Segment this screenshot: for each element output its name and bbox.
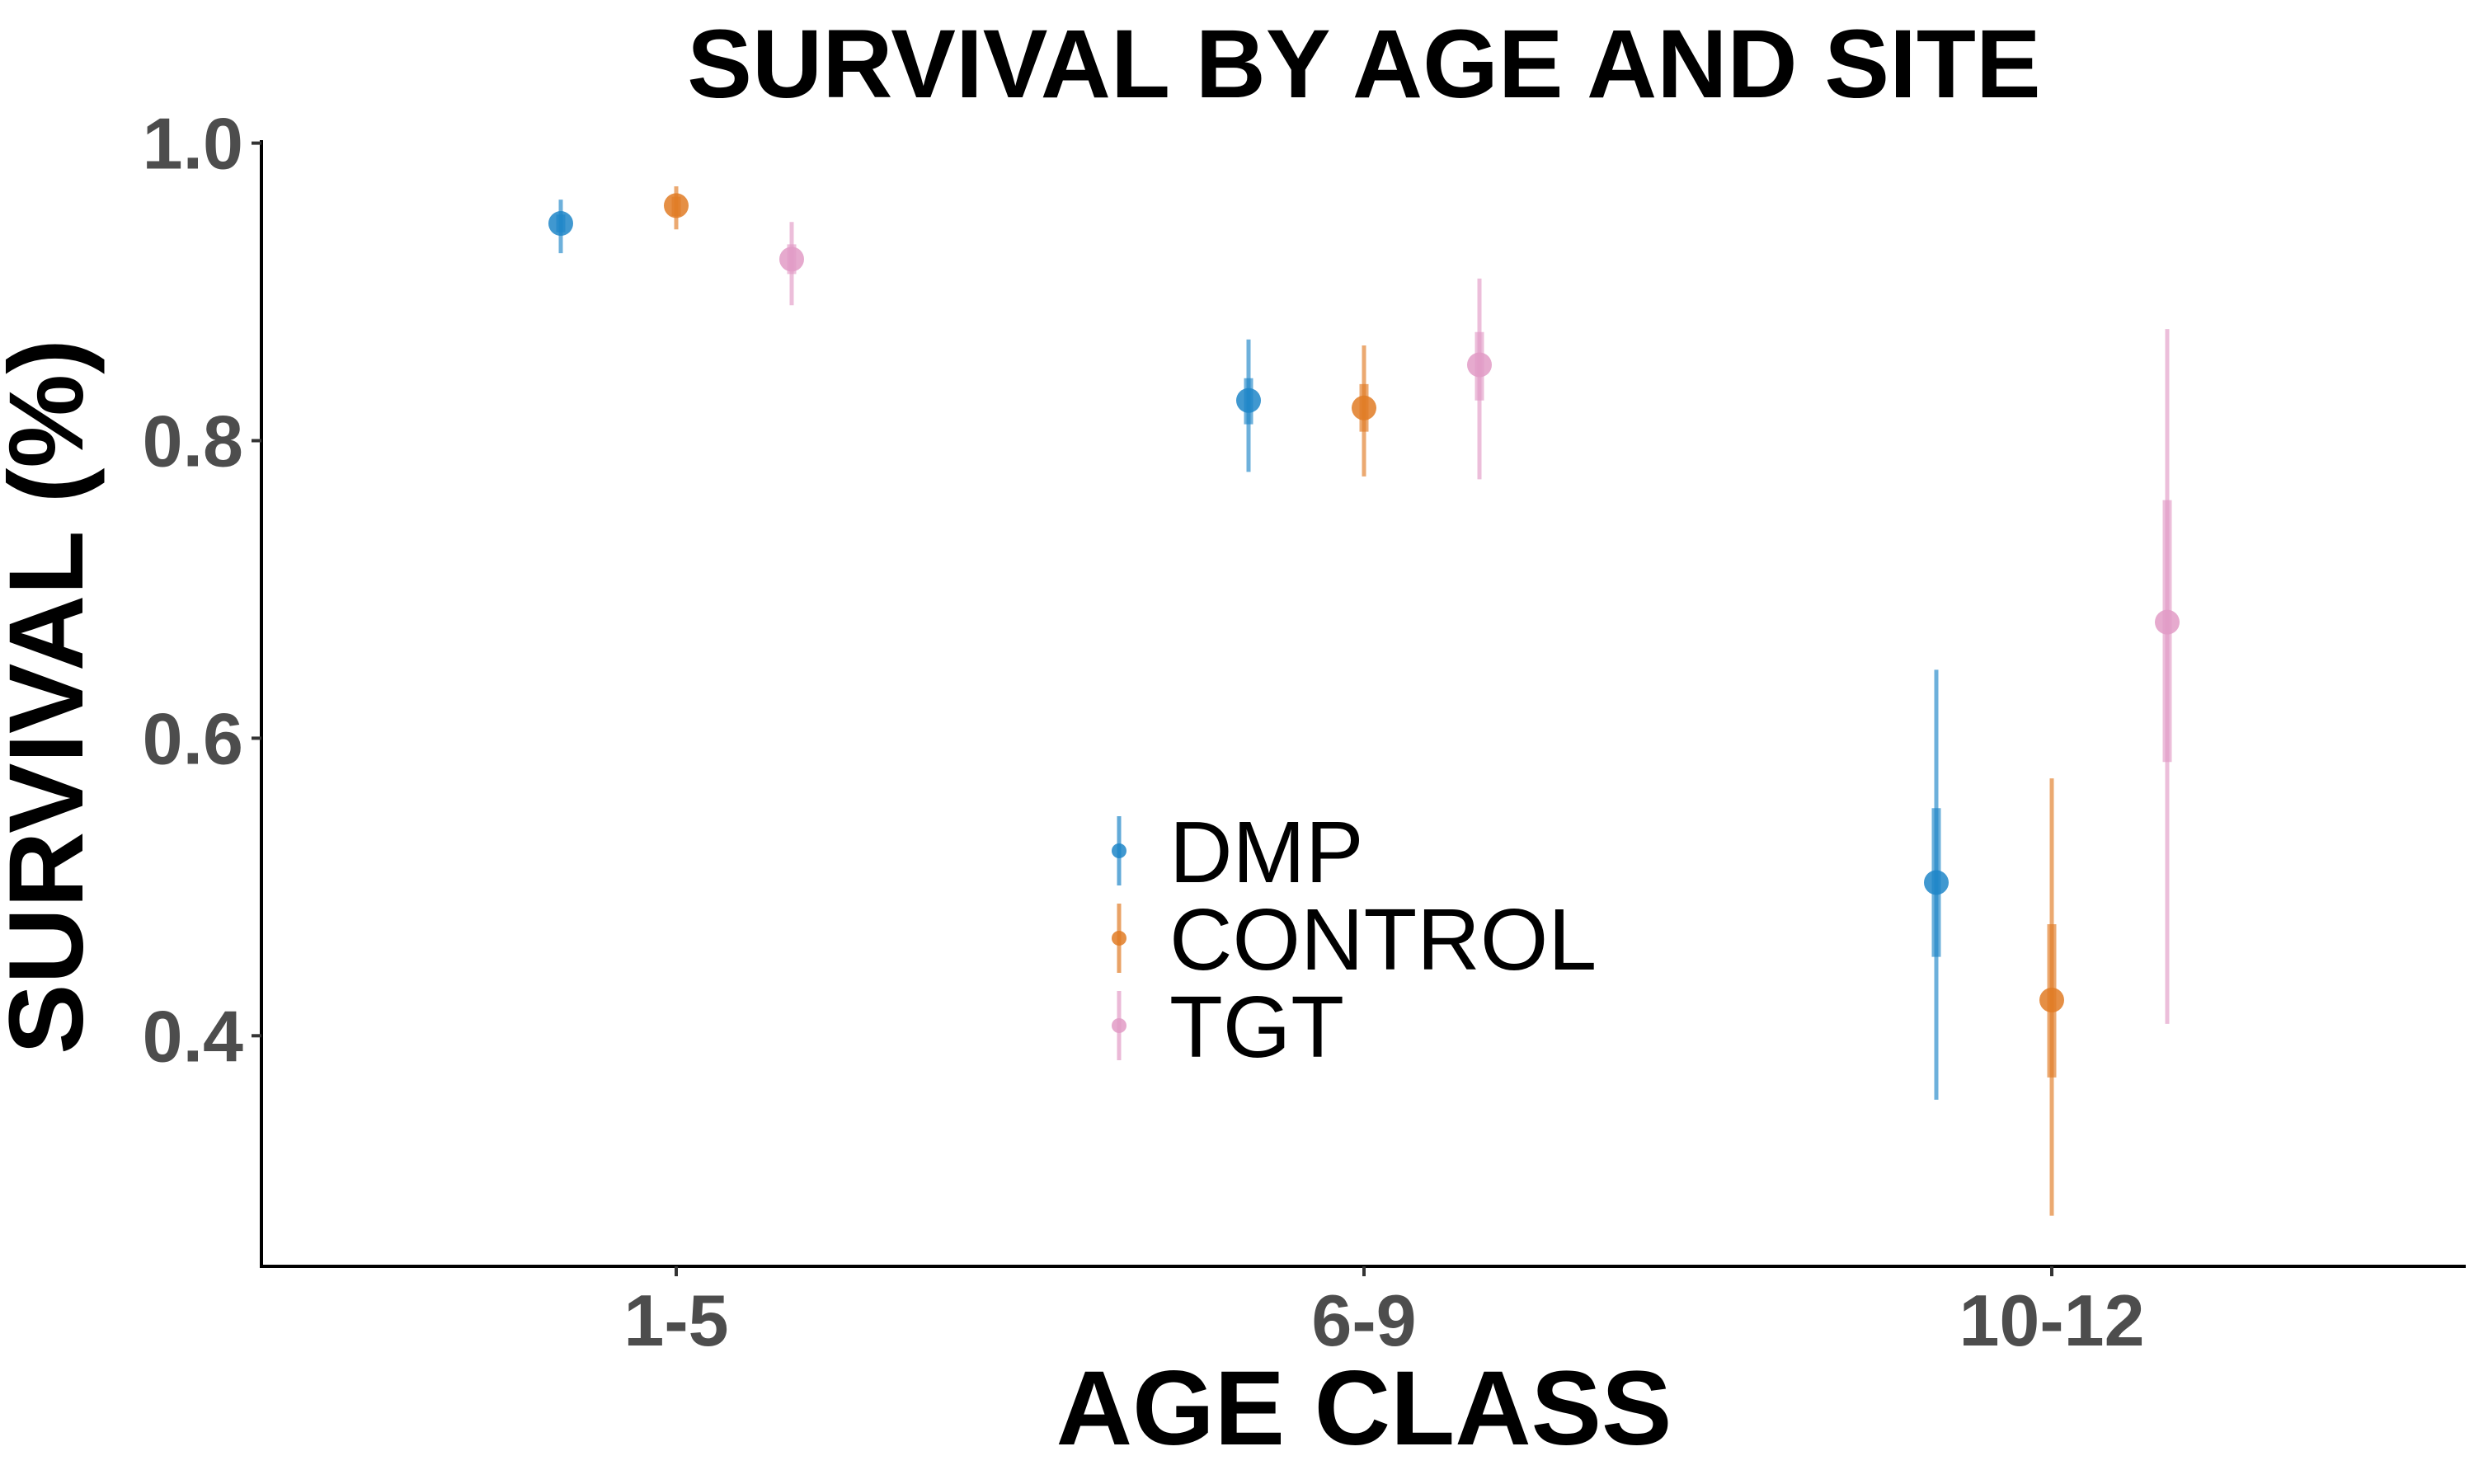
legend-key-point bbox=[1112, 843, 1126, 858]
point-estimate bbox=[664, 193, 689, 218]
legend-label: TGT bbox=[1169, 979, 1344, 1076]
y-axis-title: SURVIVAL (%) bbox=[0, 339, 106, 1054]
point-control-1-5 bbox=[664, 186, 689, 230]
point-estimate bbox=[548, 211, 573, 237]
y-tick-label: 0.8 bbox=[143, 401, 243, 482]
point-tgt-6-9 bbox=[1467, 278, 1492, 480]
point-dmp-6-9 bbox=[1236, 339, 1261, 472]
x-tick-label: 10-12 bbox=[1959, 1280, 2144, 1361]
legend-item-tgt: TGT bbox=[1112, 979, 1344, 1076]
y-tick-label: 0.6 bbox=[143, 697, 243, 779]
point-control-10-12 bbox=[2039, 778, 2064, 1216]
point-estimate bbox=[1467, 352, 1492, 378]
legend-label: CONTROL bbox=[1169, 891, 1597, 989]
x-tick-label: 1-5 bbox=[623, 1280, 728, 1361]
point-estimate bbox=[2039, 987, 2064, 1012]
point-estimate bbox=[1352, 395, 1376, 420]
point-estimate bbox=[1236, 387, 1261, 413]
x-axis-ticks: 1-5 6-9 10-12 bbox=[623, 1266, 2145, 1361]
point-dmp-10-12 bbox=[1924, 669, 1949, 1100]
x-tick-label: 6-9 bbox=[1311, 1280, 1416, 1361]
point-tgt-1-5 bbox=[779, 222, 804, 306]
legend-item-control: CONTROL bbox=[1112, 891, 1597, 989]
point-control-6-9 bbox=[1352, 345, 1376, 477]
y-axis-ticks: 0.4 0.6 0.8 1.0 bbox=[143, 103, 261, 1077]
point-dmp-1-5 bbox=[548, 200, 573, 254]
point-tgt-10-12 bbox=[2155, 329, 2180, 1024]
point-estimate bbox=[779, 247, 804, 272]
chart-title: SURVIVAL BY AGE AND SITE bbox=[687, 10, 2040, 119]
x-axis-title: AGE CLASS bbox=[1056, 1350, 1672, 1468]
legend-item-dmp: DMP bbox=[1112, 804, 1364, 901]
legend-key-point bbox=[1112, 1018, 1126, 1033]
legend-label: DMP bbox=[1169, 804, 1364, 901]
y-tick-label: 1.0 bbox=[143, 103, 243, 185]
point-estimate bbox=[1924, 870, 1949, 895]
y-tick-label: 0.4 bbox=[143, 995, 243, 1077]
data-marks bbox=[548, 186, 2180, 1216]
point-estimate bbox=[2155, 609, 2180, 635]
legend-key-point bbox=[1112, 931, 1126, 946]
